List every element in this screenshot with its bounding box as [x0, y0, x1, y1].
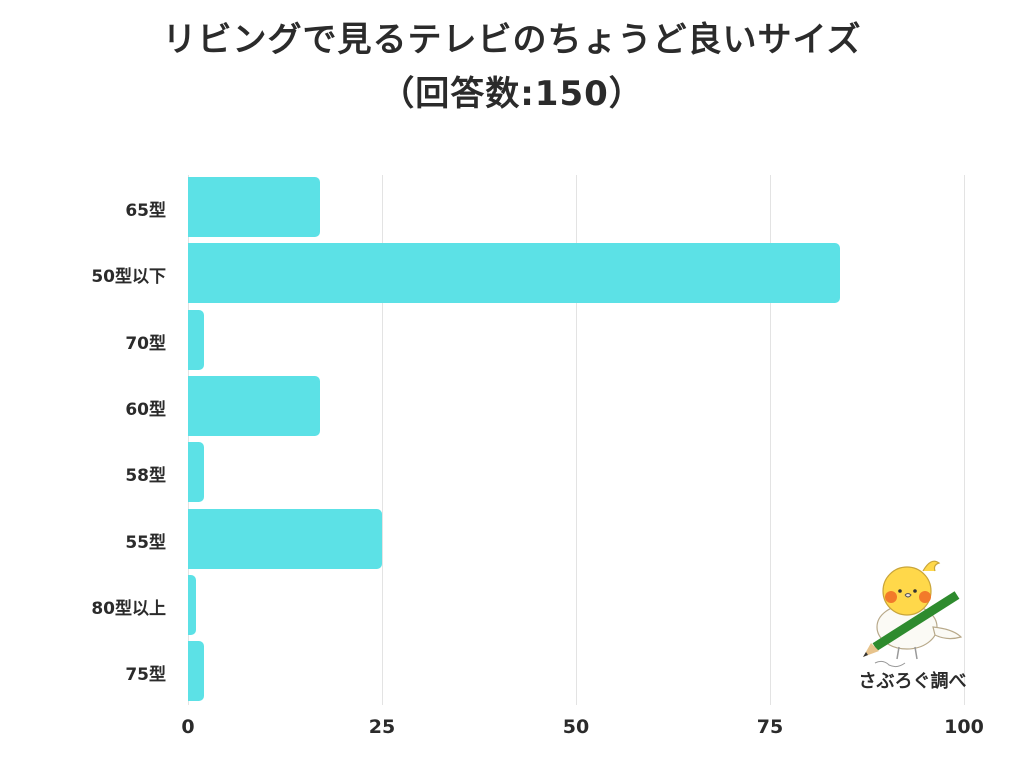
gridline-75 [770, 175, 771, 705]
x-tick-25: 25 [368, 716, 396, 738]
bar [188, 442, 204, 503]
plot-area [188, 175, 965, 705]
bar [188, 574, 196, 635]
x-tick-50: 50 [562, 716, 590, 738]
x-tick-0: 0 [181, 716, 195, 738]
y-axis-label: 50型以下 [91, 267, 166, 288]
watermark-label: さぶろぐ調べ [858, 671, 967, 692]
chart-subtitle: （回答数:150） [380, 74, 644, 114]
bar [188, 243, 840, 304]
gridline-25 [382, 175, 383, 705]
bar [188, 641, 204, 702]
gridline-0 [188, 175, 189, 705]
x-tick-75: 75 [756, 716, 784, 738]
y-axis-label: 75型 [125, 665, 166, 686]
y-axis-label: 60型 [125, 399, 166, 420]
y-axis-label: 70型 [125, 333, 166, 354]
bar [188, 375, 320, 436]
bar [188, 309, 204, 370]
y-axis-label: 65型 [125, 201, 166, 221]
gridline-100 [964, 175, 965, 705]
gridline-50 [576, 175, 577, 705]
y-axis-label: 55型 [125, 532, 166, 553]
chart-title: リビングで見るテレビのちょうど良いサイズ [162, 20, 862, 60]
x-tick-100: 100 [944, 716, 984, 738]
y-axis-label: 58型 [125, 466, 166, 487]
bird-with-pencil-icon [863, 560, 963, 668]
bar [188, 177, 320, 237]
y-axis-label: 80型以上 [91, 598, 166, 619]
bar [188, 508, 382, 569]
